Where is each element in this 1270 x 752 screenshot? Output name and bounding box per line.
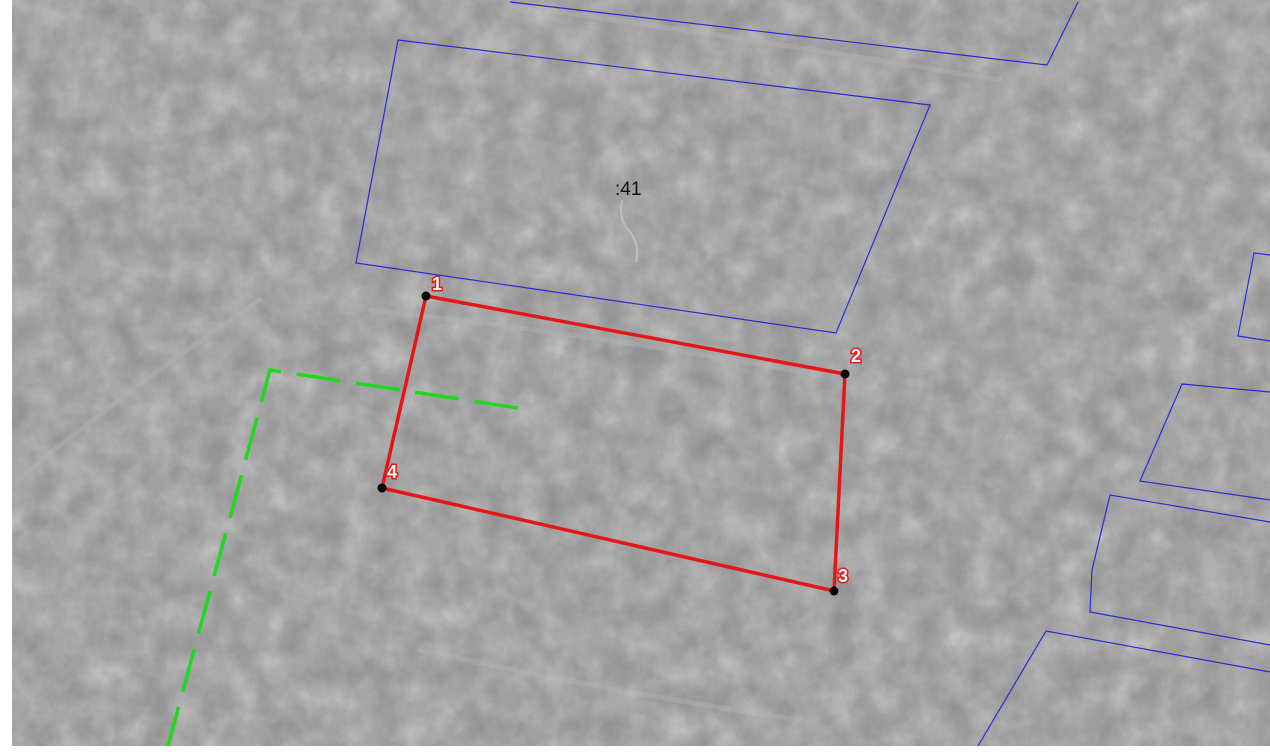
vertex-point-3[interactable] bbox=[829, 586, 839, 596]
vertex-label-1: 1 bbox=[432, 274, 442, 294]
parcel-right-upper-boundary[interactable] bbox=[1139, 383, 1270, 501]
vertex-point-1[interactable] bbox=[421, 291, 431, 301]
parcel-right-lower-boundary[interactable] bbox=[977, 630, 1270, 747]
parcel-41-boundary[interactable] bbox=[355, 39, 931, 334]
vertex-point-2[interactable] bbox=[840, 369, 850, 379]
vertex-label-2: 2 bbox=[851, 346, 861, 366]
road-dashed-line bbox=[166, 368, 519, 747]
left-frame-edge bbox=[0, 0, 12, 752]
parcel-right-middle-boundary[interactable] bbox=[1089, 494, 1270, 646]
plot-vertices bbox=[377, 291, 850, 596]
parcel-label: :41 bbox=[615, 179, 641, 200]
bottom-frame-edge bbox=[0, 746, 1270, 752]
vertex-point-4[interactable] bbox=[377, 483, 387, 493]
parcel-top-boundary[interactable] bbox=[509, 1, 1079, 66]
cadastral-boundaries bbox=[355, 1, 1270, 747]
parcel-right-edge-boundary[interactable] bbox=[1237, 252, 1270, 342]
plot-outline[interactable] bbox=[379, 293, 847, 594]
vertex-label-4: 4 bbox=[387, 462, 397, 482]
vertex-label-3: 3 bbox=[838, 566, 848, 586]
